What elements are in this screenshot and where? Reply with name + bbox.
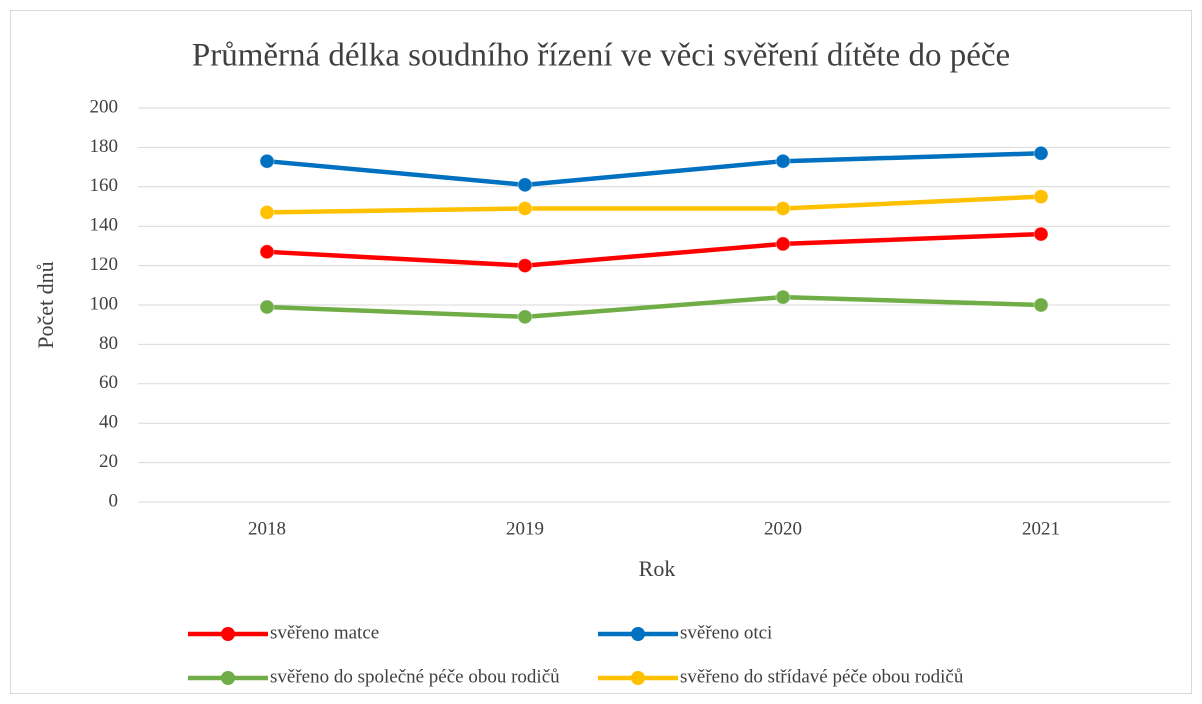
y-tick-label: 100 <box>90 293 119 314</box>
y-tick-label: 20 <box>99 451 118 472</box>
data-point <box>1033 189 1049 205</box>
data-point <box>1033 145 1049 161</box>
series-line <box>266 194 1042 215</box>
data-point <box>775 200 791 216</box>
data-point <box>775 289 791 305</box>
legend-label: svěřeno otci <box>680 622 772 643</box>
chart-frame <box>10 10 1192 694</box>
y-tick-label: 40 <box>99 412 118 433</box>
legend-label: svěřeno do střídavé péče obou rodičů <box>680 666 964 687</box>
legend-label: svěřeno do společné péče obou rodičů <box>270 666 560 687</box>
y-tick-label: 200 <box>90 96 119 117</box>
y-tick-label: 160 <box>90 175 119 196</box>
data-point <box>775 153 791 169</box>
data-point <box>259 244 275 260</box>
x-tick-label: 2020 <box>764 518 802 539</box>
y-tick-label: 180 <box>90 136 119 157</box>
y-tick-label: 0 <box>109 490 119 511</box>
x-tick-label: 2021 <box>1022 518 1060 539</box>
y-tick-label: 140 <box>90 215 119 236</box>
y-axis-label: Počet dnů <box>33 261 58 348</box>
chart-title: Průměrná délka soudního řízení ve věci s… <box>192 38 1010 74</box>
data-point <box>259 299 275 315</box>
data-point <box>517 258 533 274</box>
legend-marker <box>631 627 645 641</box>
series-line <box>266 151 1042 188</box>
data-point <box>1033 297 1049 313</box>
legend-marker <box>221 627 235 641</box>
series-line <box>266 294 1042 320</box>
data-point <box>517 309 533 325</box>
data-point <box>775 236 791 252</box>
legend-label: svěřeno matce <box>270 622 379 643</box>
data-point <box>1033 226 1049 242</box>
y-tick-label: 60 <box>99 372 118 393</box>
x-tick-label: 2018 <box>248 518 286 539</box>
y-tick-label: 120 <box>90 254 119 275</box>
series-line <box>266 231 1042 268</box>
data-point <box>517 177 533 193</box>
legend-marker <box>631 671 645 685</box>
legend-marker <box>221 671 235 685</box>
data-point <box>517 200 533 216</box>
x-tick-label: 2019 <box>506 518 544 539</box>
x-axis-label: Rok <box>639 556 676 581</box>
data-point <box>259 153 275 169</box>
data-point <box>259 204 275 220</box>
y-tick-label: 80 <box>99 333 118 354</box>
